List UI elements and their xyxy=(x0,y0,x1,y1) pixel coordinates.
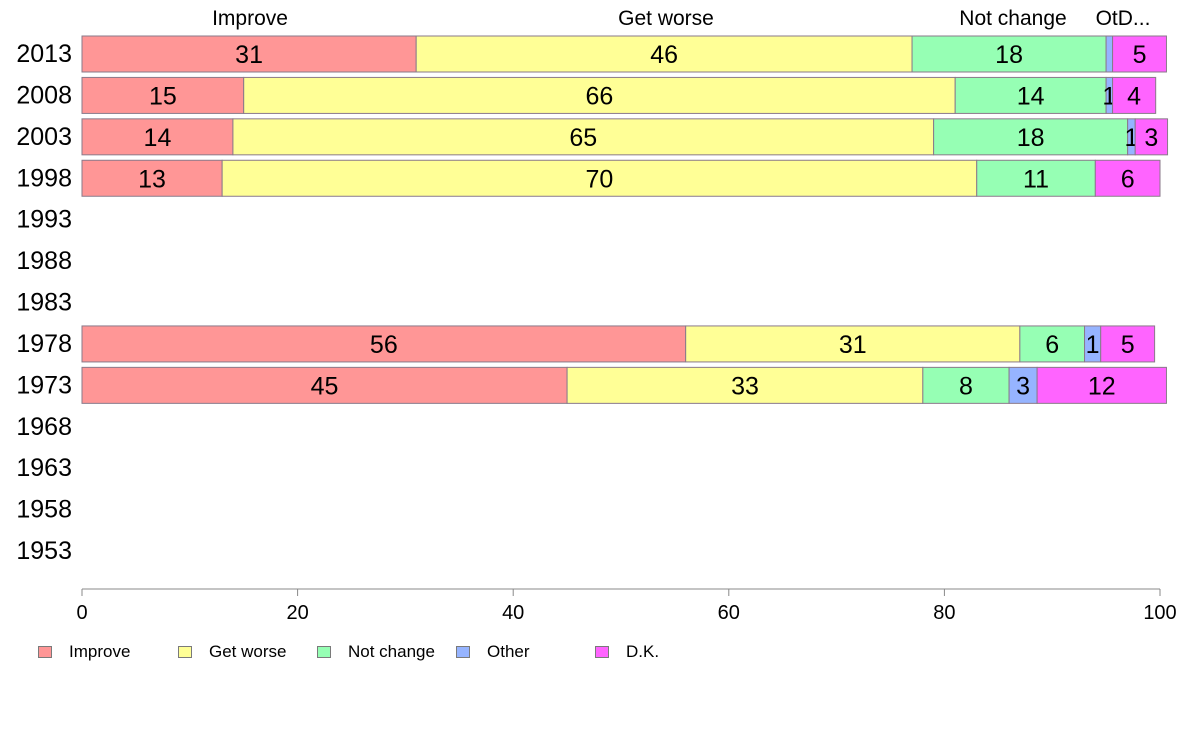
data-label-get-worse-2003: 65 xyxy=(569,124,597,152)
x-tick-label-20: 20 xyxy=(286,602,308,624)
data-label-improve-2008: 15 xyxy=(149,82,177,110)
legend-item-dk: D.K. xyxy=(595,641,659,663)
data-label-get-worse-1973: 33 xyxy=(731,372,759,400)
chart-legend: Improve Get worse Not change Other D.K. xyxy=(38,641,738,663)
bar-segment-get-worse-1973 xyxy=(566,366,924,404)
bar-segment-not-change-2008 xyxy=(954,76,1107,114)
legend-item-improve: Improve xyxy=(38,641,130,663)
bar-segment-improve-2008 xyxy=(81,76,245,114)
year-label-1968: 1968 xyxy=(16,413,72,441)
year-label-1958: 1958 xyxy=(16,496,72,524)
data-label-improve-2013: 31 xyxy=(235,41,263,69)
legend-item-get-worse: Get worse xyxy=(178,641,286,663)
bar-segment-d-k--2013 xyxy=(1112,35,1167,73)
legend-label-not-change: Not change xyxy=(348,642,435,661)
top-label-3: OtD... xyxy=(1096,7,1151,30)
year-label-1973: 1973 xyxy=(16,371,72,399)
year-label-1983: 1983 xyxy=(16,289,72,317)
x-tick-label-100: 100 xyxy=(1143,602,1176,624)
data-label-not-change-1973: 8 xyxy=(959,372,973,400)
legend-item-other: Other xyxy=(456,641,530,663)
legend-label-improve: Improve xyxy=(69,642,131,661)
data-label-d-k--1978: 5 xyxy=(1121,331,1135,359)
bar-segment-not-change-2003 xyxy=(933,118,1129,156)
top-label-2: Not change xyxy=(959,7,1066,30)
bar-segment-improve-2003 xyxy=(81,118,234,156)
year-label-1978: 1978 xyxy=(16,330,72,358)
data-label-not-change-2013: 18 xyxy=(995,41,1023,69)
bar-segment-improve-1978 xyxy=(81,325,687,363)
bar-segment-not-change-1998 xyxy=(976,159,1096,197)
year-label-2003: 2003 xyxy=(16,123,72,151)
data-label-other-1973: 3 xyxy=(1016,372,1030,400)
bar-segment-d-k--2003 xyxy=(1134,118,1169,156)
year-label-2008: 2008 xyxy=(16,81,72,109)
legend-swatch-dk xyxy=(595,646,609,658)
bar-segment-other-1973 xyxy=(1008,366,1038,404)
data-label-get-worse-1998: 70 xyxy=(586,165,614,193)
legend-swatch-other xyxy=(456,646,470,658)
data-label-not-change-1998: 11 xyxy=(1023,165,1049,193)
data-label-get-worse-2008: 66 xyxy=(586,82,614,110)
legend-swatch-get-worse xyxy=(178,646,192,658)
legend-item-not-change: Not change xyxy=(317,641,435,663)
year-label-1963: 1963 xyxy=(16,454,72,482)
bar-segment-get-worse-1978 xyxy=(685,325,1021,363)
bar-segment-get-worse-1998 xyxy=(221,159,978,197)
data-label-get-worse-1978: 31 xyxy=(839,331,867,359)
data-label-not-change-1978: 6 xyxy=(1045,331,1059,359)
bar-segment-improve-1973 xyxy=(81,366,568,404)
bar-segment-get-worse-2013 xyxy=(415,35,913,73)
x-tick-label-80: 80 xyxy=(933,602,955,624)
data-label-d-k--2013: 5 xyxy=(1133,41,1147,69)
year-label-2013: 2013 xyxy=(16,40,72,68)
bar-segment-improve-1998 xyxy=(81,159,223,197)
year-label-1998: 1998 xyxy=(16,164,72,192)
data-label-get-worse-2013: 46 xyxy=(650,41,678,69)
top-label-1: Get worse xyxy=(618,7,714,30)
year-label-1953: 1953 xyxy=(16,537,72,565)
data-label-d-k--2008: 4 xyxy=(1127,82,1141,110)
top-label-0: Improve xyxy=(212,7,288,30)
data-label-improve-2003: 14 xyxy=(144,124,172,152)
bar-segment-other-2013 xyxy=(1105,35,1114,73)
x-tick-label-40: 40 xyxy=(502,602,524,624)
bar-segment-d-k--1978 xyxy=(1100,325,1156,363)
data-label-not-change-2003: 18 xyxy=(1017,124,1045,152)
bar-segment-improve-2013 xyxy=(81,35,417,73)
bar-segment-d-k--2008 xyxy=(1112,76,1157,114)
data-label-improve-1998: 13 xyxy=(138,165,166,193)
legend-swatch-not-change xyxy=(317,646,331,658)
x-tick-label-60: 60 xyxy=(718,602,740,624)
data-label-improve-1973: 45 xyxy=(311,372,339,400)
data-label-d-k--1973: 12 xyxy=(1088,372,1116,400)
year-label-1993: 1993 xyxy=(16,206,72,234)
year-label-1988: 1988 xyxy=(16,247,72,275)
data-label-d-k--2003: 3 xyxy=(1144,124,1158,152)
legend-label-get-worse: Get worse xyxy=(209,642,287,661)
bar-segment-d-k--1998 xyxy=(1094,159,1161,197)
bar-segment-not-change-2013 xyxy=(911,35,1107,73)
x-tick-label-0: 0 xyxy=(76,602,87,624)
legend-label-other: Other xyxy=(487,642,530,661)
bar-segment-not-change-1978 xyxy=(1019,325,1086,363)
data-label-improve-1978: 56 xyxy=(370,331,398,359)
data-label-not-change-2008: 14 xyxy=(1017,82,1045,110)
data-label-d-k--1998: 6 xyxy=(1121,165,1135,193)
bar-segment-get-worse-2008 xyxy=(243,76,956,114)
bar-segment-d-k--1973 xyxy=(1036,366,1167,404)
legend-label-dk: D.K. xyxy=(626,642,660,661)
data-label-other-1978: 1 xyxy=(1086,331,1100,359)
legend-swatch-improve xyxy=(38,646,52,658)
